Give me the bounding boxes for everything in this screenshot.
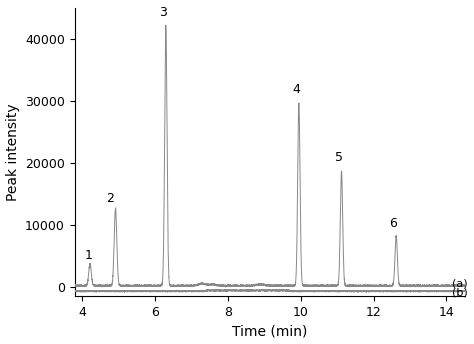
X-axis label: Time (min): Time (min) [232,324,308,338]
Text: 3: 3 [159,7,167,20]
Text: 6: 6 [389,217,397,230]
Y-axis label: Peak intensity: Peak intensity [6,104,19,201]
Text: (a): (a) [452,279,467,289]
Text: (b): (b) [452,287,468,297]
Text: 1: 1 [85,249,92,262]
Text: 4: 4 [292,83,300,96]
Text: 2: 2 [107,192,114,205]
Text: 5: 5 [335,151,343,164]
